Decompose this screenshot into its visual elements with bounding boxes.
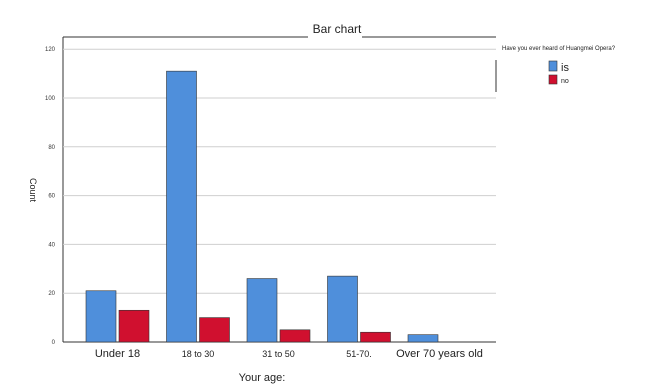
bar-is-0 — [85, 290, 117, 343]
x-axis-label: Your age: — [239, 372, 286, 384]
bar-no-3 — [360, 331, 391, 343]
bars — [85, 70, 439, 343]
legend-swatch-no — [548, 74, 558, 85]
y-tick-label: 100 — [45, 96, 56, 102]
bar-is-2 — [246, 278, 278, 343]
x-axis-ticks: Under 18 18 to 30 31 to 50 51-70. Over 70 ye… — [95, 348, 483, 360]
bar-no-2 — [279, 329, 311, 343]
y-axis-ticks: 0 20 40 60 80 100 120 — [45, 47, 56, 346]
bar-is-1 — [166, 70, 197, 343]
plot-frame — [62, 36, 497, 342]
y-tick-label: 40 — [48, 242, 55, 248]
legend-title: Have you ever heard of Huangmei Opera? — [502, 46, 616, 52]
x-tick-label: 18 to 30 — [182, 349, 215, 359]
x-tick-label: Over 70 years old — [396, 348, 483, 360]
bar-is-4 — [407, 334, 439, 343]
y-axis-label: Count — [28, 178, 38, 203]
bar-no-1 — [199, 317, 230, 343]
bar-is-3 — [327, 275, 358, 343]
y-tick-label: 60 — [48, 194, 55, 200]
chart-title: Bar chart — [313, 22, 362, 36]
gridlines — [63, 48, 496, 343]
legend-label-no: no — [561, 78, 569, 85]
y-tick-label: 120 — [45, 47, 56, 53]
legend: Have you ever heard of Huangmei Opera? i… — [502, 46, 616, 85]
y-tick-label: 80 — [48, 145, 55, 151]
x-tick-label: Under 18 — [95, 348, 140, 360]
x-tick-label: 31 to 50 — [262, 349, 295, 359]
legend-swatch-is — [548, 60, 558, 72]
bar-no-0 — [118, 309, 150, 343]
x-tick-label: 51-70. — [346, 349, 372, 359]
legend-label-is: is — [561, 62, 569, 74]
y-tick-label: 0 — [52, 340, 56, 346]
y-tick-label: 20 — [48, 291, 55, 297]
